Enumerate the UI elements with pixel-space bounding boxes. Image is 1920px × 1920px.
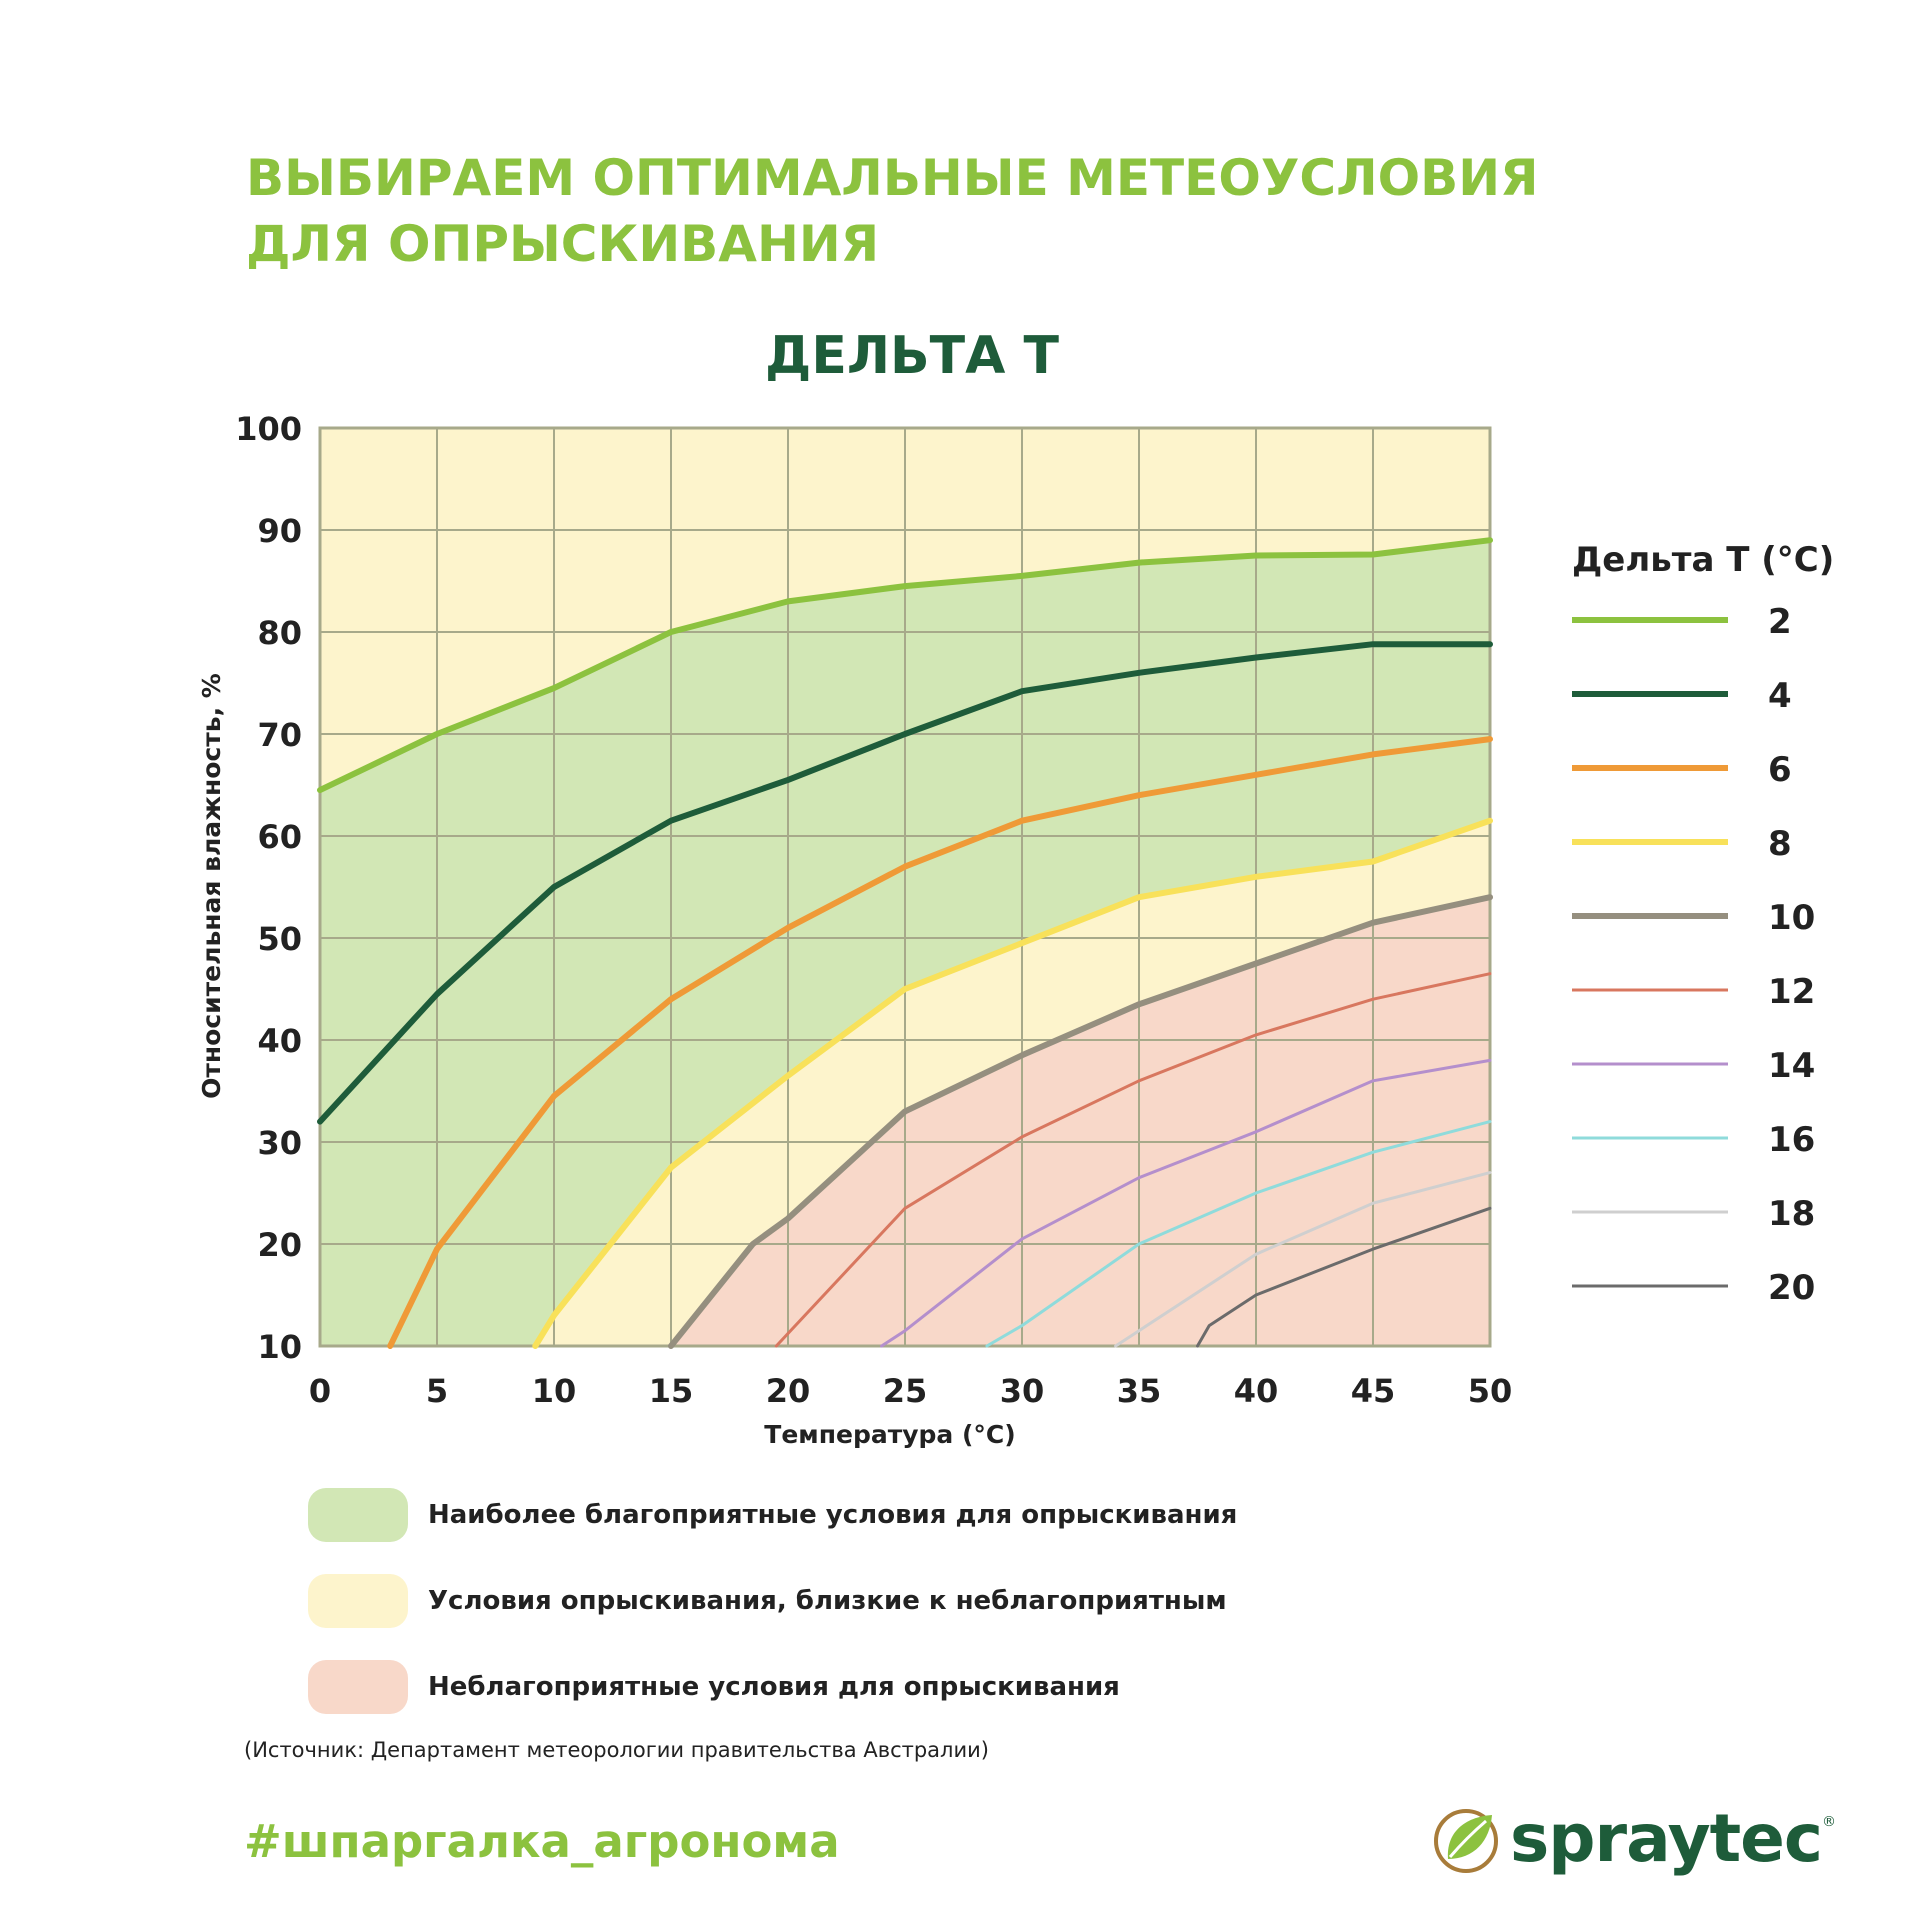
y-tick-label: 10: [257, 1328, 302, 1366]
zone-swatch-favorable: [308, 1488, 408, 1542]
source-note: (Источник: Департамент метеорологии прав…: [244, 1738, 989, 1762]
series-line-delta-16: [985, 1120, 1492, 1348]
series-line-delta-10: [668, 894, 1493, 1349]
zone-legend-item-unfavorable: Неблагоприятные условия для опрыскивания: [308, 1644, 1237, 1730]
zone-unfavorable-area: [671, 897, 1490, 1346]
zone-label-favorable: Наиболее благоприятные условия для опрыс…: [428, 1500, 1238, 1530]
plot-border: [318, 426, 1492, 1348]
x-tick-label: 10: [532, 1372, 577, 1410]
y-tick-label: 80: [257, 614, 302, 652]
headline-line-1: ВЫБИРАЕМ ОПТИМАЛЬНЫЕ МЕТЕОУСЛОВИЯ: [246, 149, 1539, 207]
x-tick-label: 15: [649, 1372, 694, 1410]
x-tick-label: 50: [1468, 1372, 1513, 1410]
series-line-delta-4: [317, 641, 1493, 1125]
leaf-logo-icon: [1434, 1808, 1498, 1873]
y-tick-label: 60: [257, 818, 302, 856]
legend-label-delta-10: 10: [1768, 898, 1815, 938]
x-tick-label: 5: [426, 1372, 448, 1410]
hashtag: #шпаргалка_агронома: [244, 1815, 840, 1868]
registered-mark: ®: [1822, 1814, 1837, 1830]
legend-label-delta-6: 6: [1768, 750, 1792, 790]
legend-label-delta-8: 8: [1768, 824, 1792, 864]
legend-label-delta-4: 4: [1768, 676, 1792, 716]
brand-logo: spraytec ®: [1428, 1800, 1836, 1877]
page-headline: ВЫБИРАЕМ ОПТИМАЛЬНЫЕ МЕТЕОУСЛОВИЯ ДЛЯ ОП…: [246, 145, 1539, 277]
y-axis-label: Относительная влажность, %: [197, 673, 226, 1099]
x-tick-label: 45: [1351, 1372, 1396, 1410]
legend-label-delta-20: 20: [1768, 1268, 1815, 1308]
legend-label-delta-2: 2: [1768, 602, 1792, 642]
legend-label-delta-16: 16: [1768, 1120, 1815, 1160]
zone-legend: Наиболее благоприятные условия для опрыс…: [308, 1472, 1237, 1730]
x-tick-label: 25: [883, 1372, 928, 1410]
y-tick-label: 40: [257, 1022, 302, 1060]
y-tick-label: 30: [257, 1124, 302, 1162]
x-tick-label: 20: [766, 1372, 811, 1410]
series-line-delta-2: [317, 537, 1493, 794]
series-line-delta-6: [387, 736, 1493, 1349]
brand-name: spraytec: [1510, 1800, 1823, 1877]
y-tick-label: 90: [257, 512, 302, 550]
x-tick-label: 30: [1000, 1372, 1045, 1410]
x-tick-label: 40: [1234, 1372, 1279, 1410]
zone-label-unfavorable: Неблагоприятные условия для опрыскивания: [428, 1672, 1120, 1702]
x-tick-label: 0: [309, 1372, 331, 1410]
y-tick-label: 50: [257, 920, 302, 958]
y-tick-label: 100: [235, 410, 302, 448]
zone-swatch-borderline: [308, 1574, 408, 1628]
zone-legend-item-borderline: Условия опрыскивания, близкие к неблагоп…: [308, 1558, 1237, 1644]
headline-line-2: ДЛЯ ОПРЫСКИВАНИЯ: [246, 215, 880, 273]
zone-legend-item-favorable: Наиболее благоприятные условия для опрыс…: [308, 1472, 1237, 1558]
chart-title: ДЕЛЬТА Т: [765, 326, 1059, 386]
legend-label-delta-14: 14: [1768, 1046, 1815, 1086]
zone-label-borderline: Условия опрыскивания, близкие к неблагоп…: [428, 1586, 1227, 1616]
zone-swatch-unfavorable: [308, 1660, 408, 1714]
series-line-delta-8: [532, 817, 1493, 1349]
legend-label-delta-18: 18: [1768, 1194, 1815, 1234]
series-line-delta-20: [1196, 1206, 1492, 1348]
series-line-delta-12: [774, 972, 1492, 1348]
y-tick-label: 70: [257, 716, 302, 754]
x-tick-label: 35: [1117, 1372, 1162, 1410]
x-axis-label: Температура (°С): [764, 1420, 1015, 1449]
series-line-delta-18: [1114, 1171, 1492, 1348]
series-line-delta-14: [880, 1058, 1492, 1348]
legend-title: Дельта Т (°С): [1572, 540, 1834, 580]
legend-label-delta-12: 12: [1768, 972, 1815, 1012]
y-tick-label: 20: [257, 1226, 302, 1264]
